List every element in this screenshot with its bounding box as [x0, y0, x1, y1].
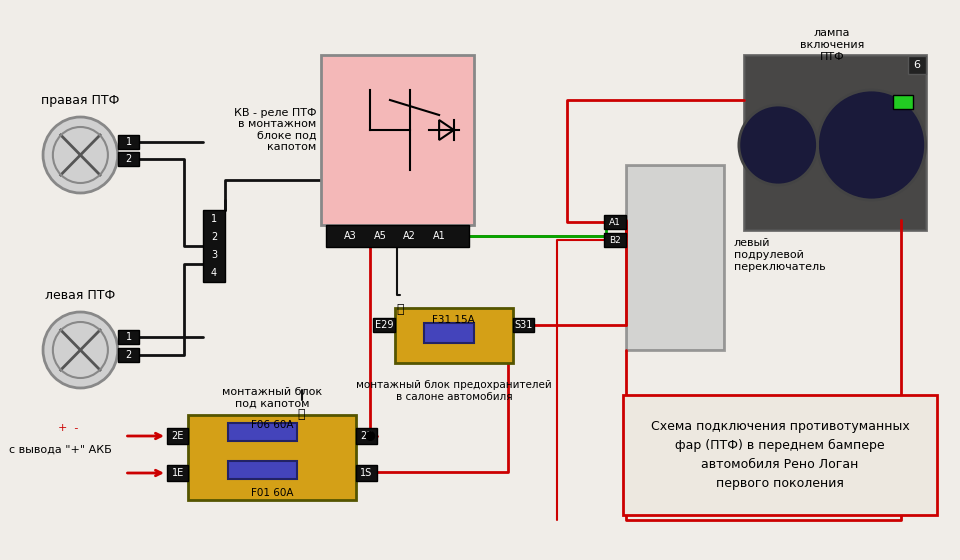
- Bar: [355, 428, 377, 444]
- Bar: [623, 395, 937, 515]
- Text: 1E: 1E: [172, 468, 183, 478]
- Bar: [355, 465, 377, 481]
- Text: А1: А1: [433, 231, 445, 241]
- Text: правая ПТФ: правая ПТФ: [41, 94, 120, 106]
- Text: 2: 2: [126, 154, 132, 164]
- Bar: [326, 225, 468, 247]
- Circle shape: [43, 117, 118, 193]
- Text: 2: 2: [126, 350, 132, 360]
- Text: S31: S31: [515, 320, 533, 330]
- Bar: [893, 95, 913, 109]
- Bar: [604, 233, 626, 247]
- Text: B2: B2: [610, 236, 621, 245]
- Bar: [167, 428, 188, 444]
- Bar: [204, 210, 225, 282]
- Circle shape: [818, 90, 925, 200]
- Circle shape: [43, 312, 118, 388]
- Text: F31 15A: F31 15A: [432, 315, 475, 325]
- Bar: [424, 323, 473, 343]
- Circle shape: [366, 431, 375, 441]
- Text: монтажный блок
под капотом: монтажный блок под капотом: [222, 387, 323, 409]
- Bar: [513, 318, 535, 332]
- Bar: [322, 55, 473, 225]
- Text: с вывода "+" АКБ: с вывода "+" АКБ: [10, 445, 112, 455]
- Text: 2: 2: [211, 232, 217, 242]
- Text: 1: 1: [126, 332, 132, 342]
- Text: 2S: 2S: [360, 431, 372, 441]
- Text: А3: А3: [345, 231, 357, 241]
- Text: 1S: 1S: [360, 468, 372, 478]
- Text: 2E: 2E: [172, 431, 184, 441]
- Bar: [118, 135, 139, 149]
- Bar: [228, 423, 297, 441]
- Text: ⏚: ⏚: [298, 408, 305, 421]
- Text: +  -: + -: [59, 423, 79, 433]
- Bar: [118, 152, 139, 166]
- Text: 3: 3: [211, 250, 217, 260]
- Text: F06 60A: F06 60A: [251, 420, 294, 430]
- Bar: [373, 318, 395, 332]
- Bar: [626, 165, 724, 350]
- Bar: [118, 330, 139, 344]
- Bar: [908, 56, 925, 74]
- Bar: [604, 215, 626, 229]
- Circle shape: [739, 105, 818, 185]
- Text: Схема подключения противотуманных
фар (ПТФ) в переднем бампере
автомобиля Рено Л: Схема подключения противотуманных фар (П…: [651, 420, 909, 490]
- Text: 4: 4: [211, 268, 217, 278]
- Text: 1: 1: [126, 137, 132, 147]
- Text: левая ПТФ: левая ПТФ: [45, 288, 115, 301]
- Text: КВ - реле ПТФ
в монтажном
блоке под
капотом: КВ - реле ПТФ в монтажном блоке под капо…: [233, 108, 316, 152]
- Text: А2: А2: [403, 231, 416, 241]
- Text: 1: 1: [211, 214, 217, 224]
- Bar: [167, 465, 188, 481]
- Text: A1: A1: [609, 217, 621, 226]
- Bar: [744, 55, 925, 230]
- Bar: [228, 461, 297, 479]
- Bar: [395, 308, 513, 363]
- Text: лампа
включения
ПТФ: лампа включения ПТФ: [800, 29, 864, 62]
- Bar: [118, 348, 139, 362]
- Text: E29: E29: [374, 320, 394, 330]
- Text: левый
подрулевой
переключатель: левый подрулевой переключатель: [734, 239, 826, 272]
- Text: ⏚: ⏚: [396, 303, 403, 316]
- Text: монтажный блок предохранителей
в салоне автомобиля: монтажный блок предохранителей в салоне …: [356, 380, 552, 402]
- Text: 6: 6: [913, 60, 921, 70]
- Bar: [188, 415, 355, 500]
- Text: F01 60A: F01 60A: [251, 488, 294, 498]
- Text: А5: А5: [373, 231, 387, 241]
